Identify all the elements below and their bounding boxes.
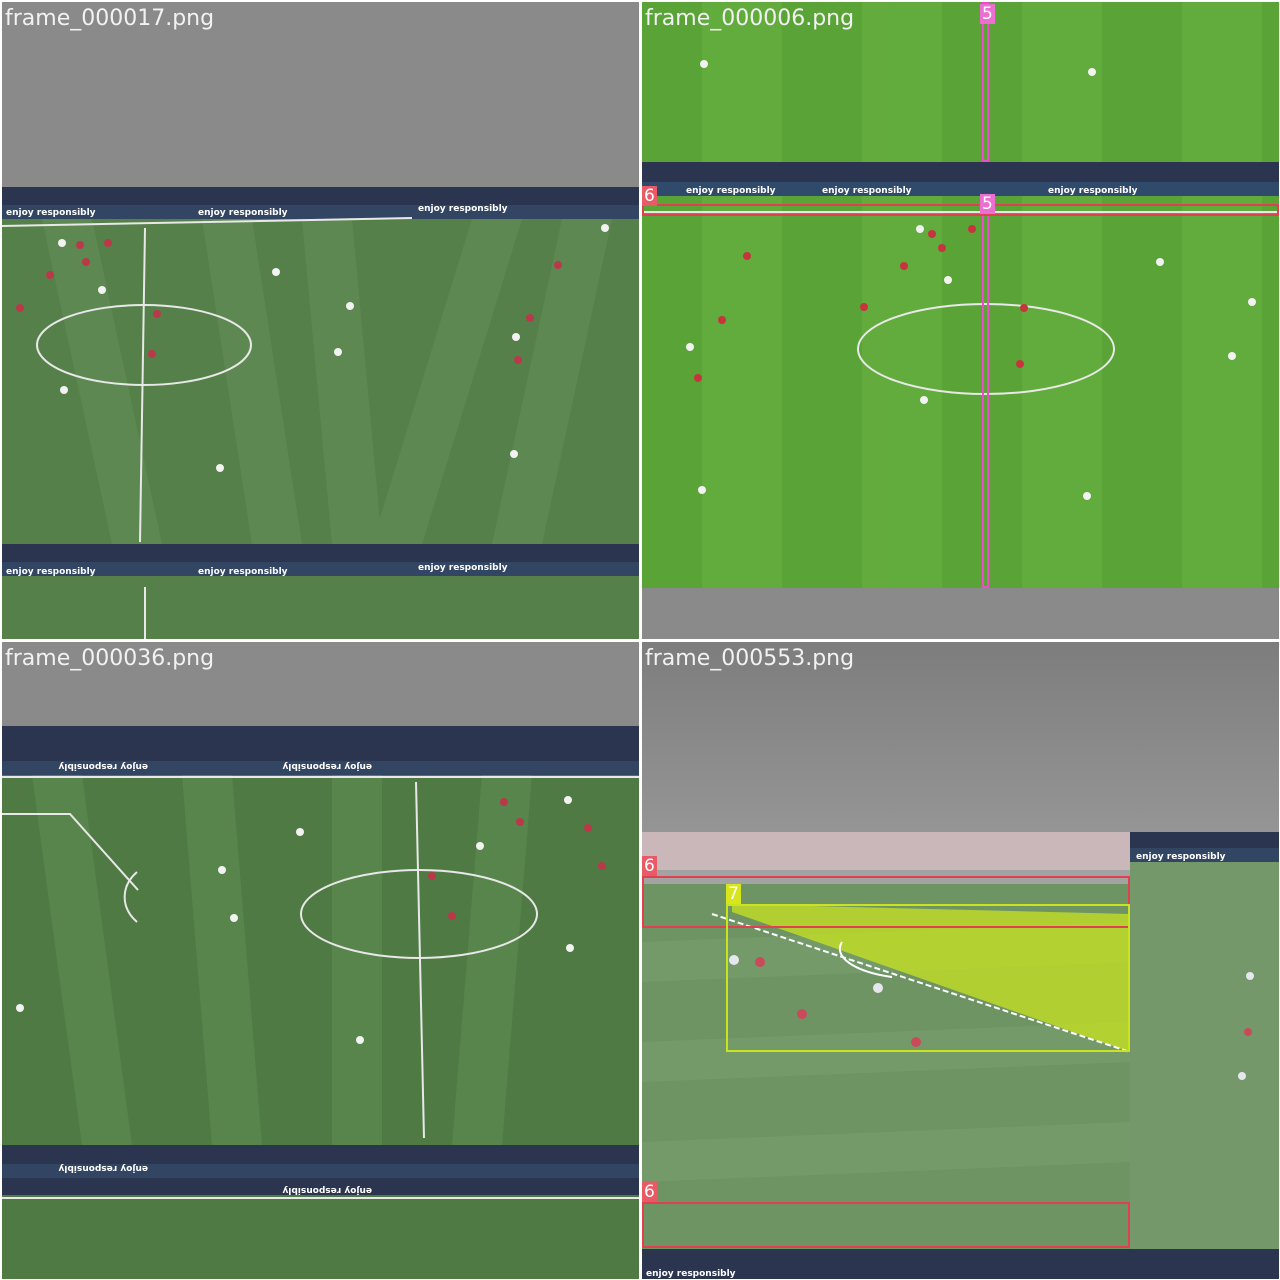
- ad-board-text: enjoy responsibly: [418, 204, 508, 214]
- mosaic-tile-4: enjoy responsibly enjoy responsibly fram…: [642, 642, 1279, 1279]
- ad-board-text-mirrored: enjoy responsibly: [282, 1185, 372, 1195]
- ad-board-text: enjoy responsibly: [1048, 186, 1138, 196]
- ad-board-text-mirrored: enjoy responsibly: [282, 761, 372, 771]
- bounding-box-class-5: [982, 2, 989, 162]
- frame-filename: frame_000553.png: [645, 646, 855, 671]
- ad-board-text: enjoy responsibly: [822, 186, 912, 196]
- bounding-box-class-5: [982, 196, 989, 588]
- pitch-image: enjoy responsibly enjoy responsibly enjo…: [2, 642, 639, 1279]
- mosaic-tile-1: enjoy responsibly enjoy responsibly enjo…: [2, 2, 639, 639]
- class-6-tag: 6: [642, 1182, 657, 1202]
- pitch-image: enjoy responsibly enjoy responsibly enjo…: [642, 2, 1279, 639]
- ad-board-text: enjoy responsibly: [418, 563, 508, 573]
- mosaic-tile-2: enjoy responsibly enjoy responsibly enjo…: [642, 2, 1279, 639]
- ad-board-text: enjoy responsibly: [6, 567, 96, 577]
- bounding-box-class-7: [726, 904, 1130, 1052]
- class-5-tag: 5: [980, 4, 995, 24]
- frame-filename: frame_000017.png: [5, 6, 215, 31]
- class-7-tag: 7: [726, 884, 741, 904]
- ad-board-text: enjoy responsibly: [198, 208, 288, 218]
- ad-board-text: enjoy responsibly: [6, 208, 96, 218]
- frame-filename: frame_000036.png: [5, 646, 215, 671]
- ad-board-text-mirrored: enjoy responsibly: [58, 761, 148, 771]
- ad-board-text: enjoy responsibly: [686, 186, 776, 196]
- bounding-box-class-6: [642, 876, 1130, 928]
- pitch-image: enjoy responsibly enjoy responsibly: [642, 642, 1279, 1279]
- ad-board-text: enjoy responsibly: [198, 567, 288, 577]
- class-6-tag: 6: [642, 856, 657, 876]
- ad-board-text: enjoy responsibly: [646, 1269, 736, 1279]
- class-5-tag: 5: [980, 194, 995, 214]
- ad-board-text: enjoy responsibly: [1136, 852, 1226, 862]
- bounding-box-class-6: [642, 1202, 1130, 1248]
- frame-filename: frame_000006.png: [645, 6, 855, 31]
- bounding-box-class-6: [642, 204, 1279, 216]
- mosaic-tile-3: enjoy responsibly enjoy responsibly enjo…: [2, 642, 639, 1279]
- class-6-tag: 6: [642, 186, 657, 206]
- ad-board-text-mirrored: enjoy responsibly: [58, 1163, 148, 1173]
- pitch-image: enjoy responsibly enjoy responsibly enjo…: [2, 2, 639, 639]
